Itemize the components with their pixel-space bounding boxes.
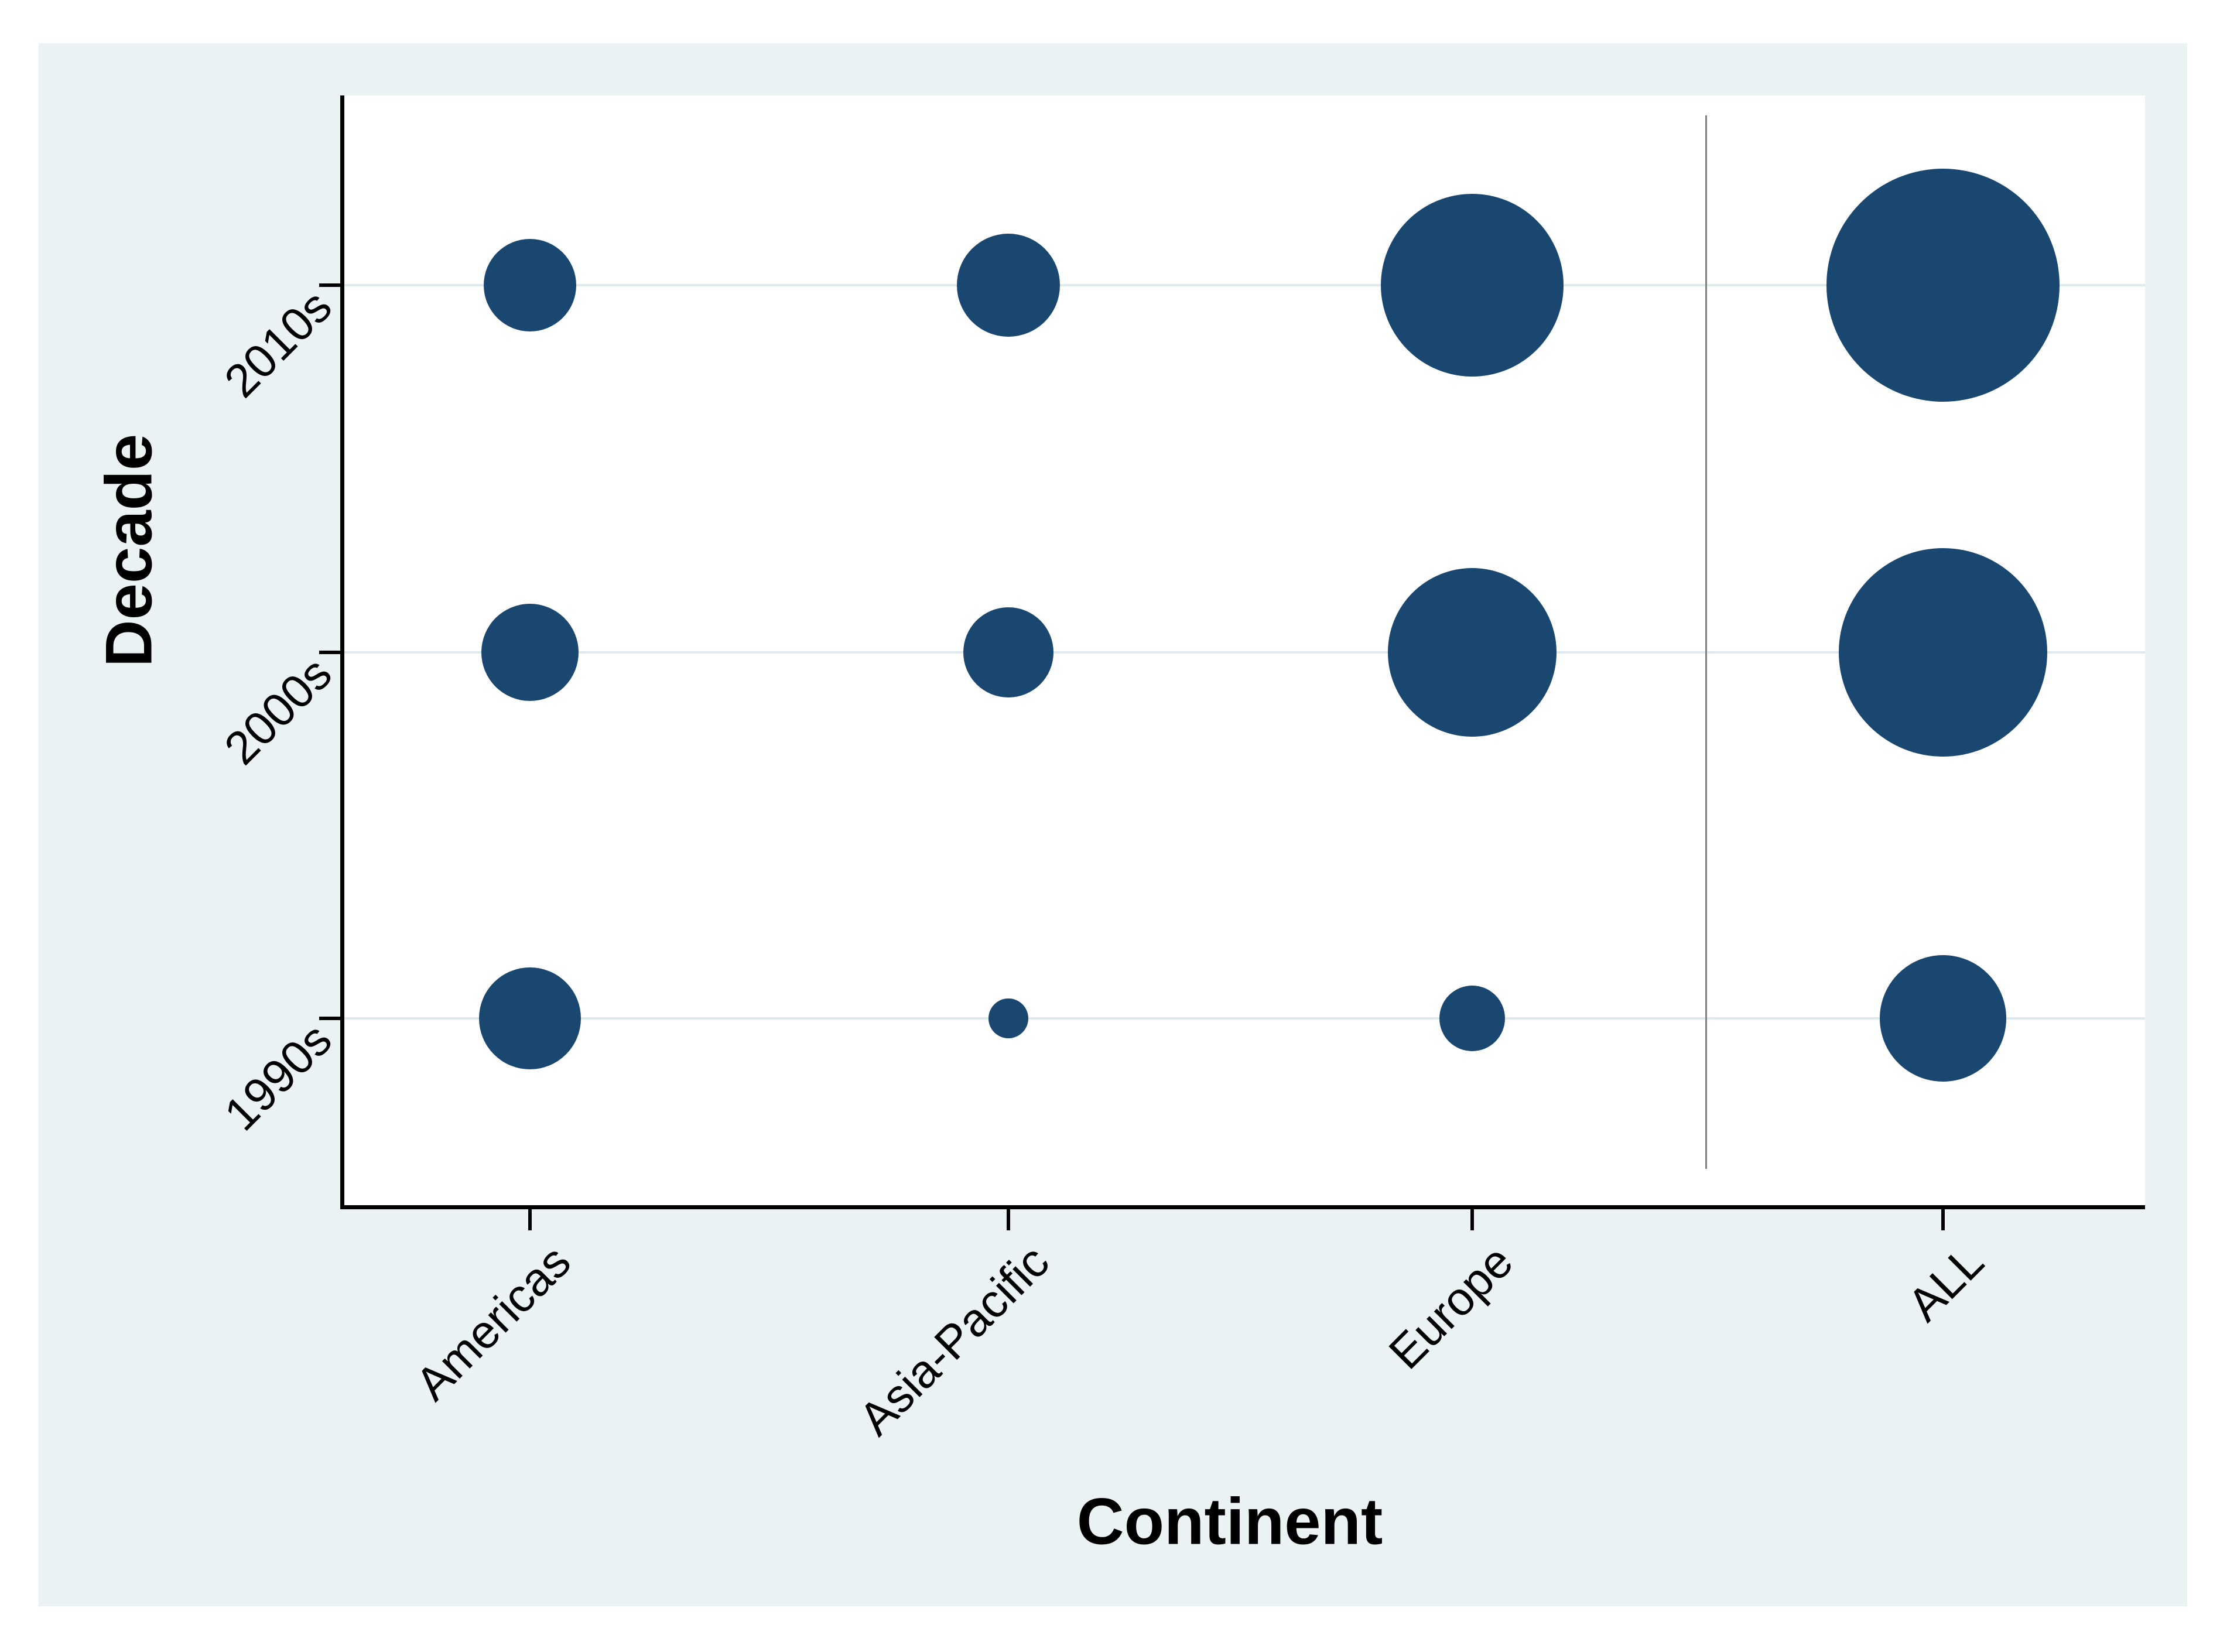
gridline-2010s [344,284,2145,286]
x-tick-europe [1470,1209,1474,1230]
bubble-asia-pacific-2010s [957,234,1060,337]
all-column-separator [1705,115,1707,1169]
bubble-americas-2010s [484,239,576,331]
y-tick-1990s [319,1017,340,1020]
bubble-all-2000s [1839,548,2047,757]
bubble-asia-pacific-1990s [988,998,1028,1038]
bubble-americas-1990s [479,967,581,1069]
plot-area [340,95,2145,1209]
x-tick-all [1941,1209,1945,1230]
bubble-europe-2010s [1381,194,1564,377]
bubble-europe-1990s [1439,986,1505,1051]
x-tick-americas [528,1209,532,1230]
y-tick-2000s [319,651,340,654]
gridline-2000s [344,651,2145,654]
x-axis-title: Continent [1076,1485,1383,1558]
bubble-europe-2000s [1388,568,1557,737]
bubble-asia-pacific-2000s [963,607,1053,697]
bubble-all-2010s [1826,169,2060,402]
bubble-all-1990s [1880,955,2006,1082]
x-tick-asia-pacific [1007,1209,1010,1230]
y-tick-2010s [319,283,340,287]
bubble-americas-2000s [481,604,579,701]
gridline-1990s [344,1017,2145,1020]
y-axis-title: Decade [92,433,166,668]
